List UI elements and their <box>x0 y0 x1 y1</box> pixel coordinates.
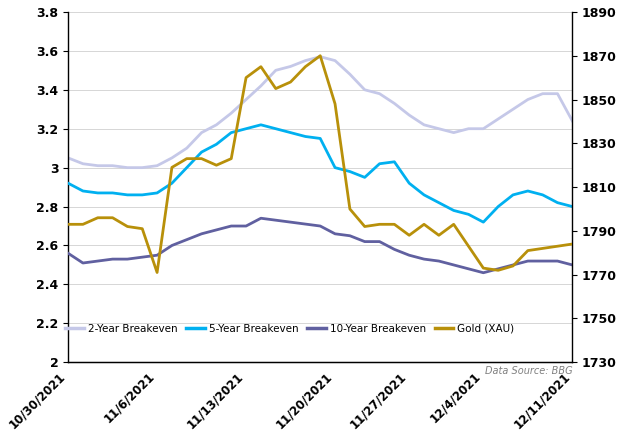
Text: Data Source: BBG: Data Source: BBG <box>485 366 572 376</box>
Legend: 2-Year Breakeven, 5-Year Breakeven, 10-Year Breakeven, Gold (XAU): 2-Year Breakeven, 5-Year Breakeven, 10-Y… <box>61 319 519 338</box>
